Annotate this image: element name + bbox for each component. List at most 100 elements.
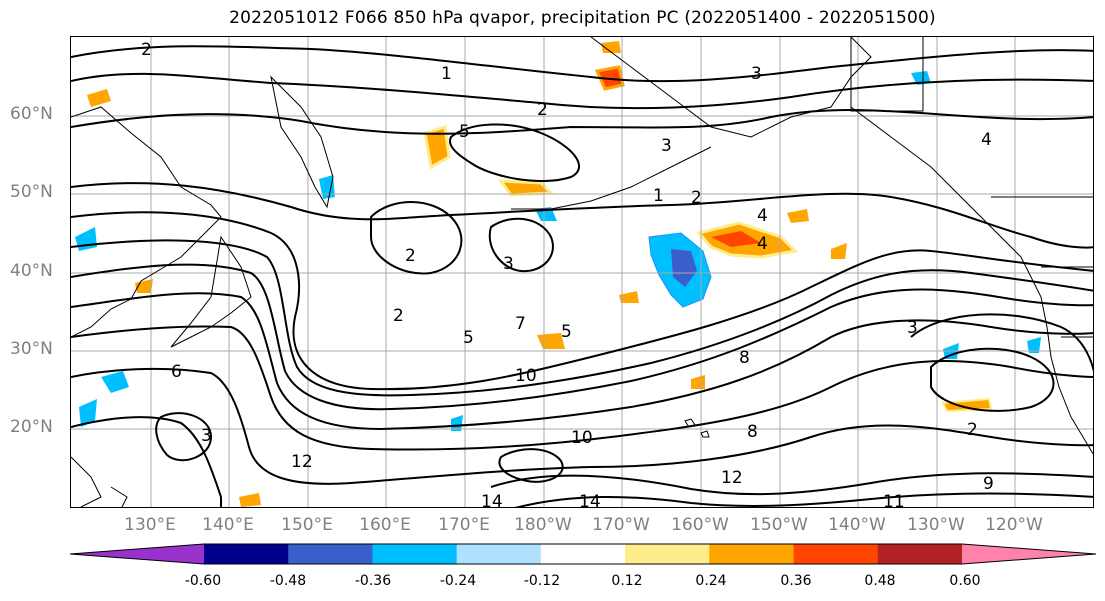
contour-label: 5 (459, 122, 470, 142)
longitude-label: 180°W (514, 515, 572, 535)
contour-label: 3 (503, 254, 514, 274)
longitude-label: 150°E (281, 515, 333, 535)
precip-positive-area (619, 291, 639, 303)
colorbar-tick-label: -0.48 (269, 573, 307, 589)
colorbar-tick-label: -0.12 (523, 573, 561, 589)
precip-positive-area (135, 279, 153, 293)
contour-line (490, 472, 1093, 496)
precip-positive-area (87, 89, 111, 107)
colorbar-swatch (625, 544, 710, 564)
contour-line (71, 211, 1093, 391)
contour-line (488, 217, 554, 273)
precip-positive-area (497, 179, 555, 197)
longitude-label: 170°E (438, 515, 490, 535)
contour-label: 10 (571, 428, 593, 448)
hawaii-coastline (684, 418, 710, 438)
colorbar-swatch (540, 544, 626, 564)
colorbar-tick-label: 0.60 (949, 573, 981, 589)
contour-label: 7 (515, 314, 526, 334)
contour-labels: 2 1 3 2 3 4 5 1 2 4 4 2 3 2 5 5 7 3 10 8… (141, 40, 994, 508)
precip-negative-area (79, 399, 97, 427)
contour-label: 2 (141, 40, 152, 60)
contour-label: 2 (967, 420, 978, 440)
latitude-label: 30°N (10, 339, 53, 359)
philippines-coastline (71, 456, 128, 507)
colorbar-extend-high (962, 544, 1096, 564)
contour-line (71, 108, 1093, 135)
longitude-label: 150°W (750, 515, 808, 535)
longitude-label: 130°W (907, 515, 965, 535)
colorbar-tick-label: 0.24 (695, 573, 727, 589)
contour-label: 9 (983, 474, 994, 494)
longitude-label: 140°W (828, 515, 886, 535)
contour-line (71, 239, 1093, 397)
colorbar-tick-label: -0.60 (184, 573, 222, 589)
contour-line (71, 325, 1093, 451)
contour-label: 5 (463, 328, 474, 348)
contour-label: 3 (201, 426, 212, 446)
contour-label: 6 (171, 362, 182, 382)
precip-positive-area (787, 209, 809, 223)
contour-line (71, 45, 1093, 83)
map-canvas: 2 1 3 2 3 4 5 1 2 4 4 2 3 2 5 5 7 3 10 8… (71, 37, 1093, 508)
colorbar-tick-label: 0.36 (780, 573, 812, 589)
contour-label: 3 (661, 136, 672, 156)
colorbar-tick-label: -0.36 (354, 573, 392, 589)
precip-positive-area (941, 397, 993, 413)
longitude-label: 160°E (359, 515, 411, 535)
colorbar-swatch (877, 544, 963, 564)
precip-negative-area (101, 371, 129, 393)
map-panel: 2 1 3 2 3 4 5 1 2 4 4 2 3 2 5 5 7 3 10 8… (70, 36, 1094, 508)
precip-positive-area (831, 243, 847, 259)
contour-label: 1 (653, 186, 664, 206)
contour-label: 3 (751, 64, 762, 84)
precip-positive-core (711, 231, 761, 247)
contour-line (910, 313, 1093, 372)
contour-line (71, 416, 222, 507)
precip-negative-core (671, 249, 697, 287)
precip-positive-area (691, 375, 705, 389)
colorbar-outline (69, 543, 1097, 565)
precip-negative-area (319, 175, 335, 199)
contour-label: 8 (747, 422, 758, 442)
contour-line (71, 72, 1093, 110)
contour-label: 4 (757, 234, 768, 254)
colorbar-swatch (288, 544, 373, 564)
contour-line (449, 123, 581, 183)
asia-coastline (71, 106, 222, 338)
longitude-label: 130°E (124, 515, 176, 535)
alaska-coastline (590, 37, 872, 138)
longitude-label: 170°W (592, 515, 650, 535)
colorbar-swatch (709, 544, 795, 564)
latitude-label: 60°N (10, 104, 53, 124)
colorbar-tick-label: -0.24 (439, 573, 477, 589)
contour-label: 2 (537, 100, 548, 120)
colorbar-extend-low (70, 544, 204, 564)
contour-label: 12 (291, 452, 313, 472)
contour-line (370, 201, 463, 275)
aleutian-coastline (511, 146, 712, 210)
contour-line (71, 367, 1093, 485)
colorbar-swatch (793, 544, 879, 564)
contour-label: 14 (579, 492, 601, 508)
contour-label: 10 (515, 366, 537, 386)
contour-line (71, 182, 1093, 249)
precip-positive-area (423, 125, 451, 170)
colorbar-swatch (372, 544, 458, 564)
contour-label: 8 (739, 348, 750, 368)
contour-label: 1 (441, 64, 452, 84)
contour-label: 2 (393, 306, 404, 326)
precip-positive-area (239, 493, 261, 507)
us-border (991, 196, 1093, 338)
contour-label: 2 (691, 188, 702, 208)
precip-negative-area (1027, 337, 1041, 353)
colorbar-swatch (456, 544, 542, 564)
contour-line (498, 448, 564, 483)
map-title: 2022051012 F066 850 hPa qvapor, precipit… (229, 8, 936, 28)
contour-label: 11 (883, 492, 905, 508)
precip-negative-area (75, 227, 97, 251)
latitude-label: 50°N (10, 182, 53, 202)
contour-label: 12 (721, 468, 743, 488)
longitude-label: 160°W (671, 515, 729, 535)
longitude-label: 120°W (985, 515, 1043, 535)
